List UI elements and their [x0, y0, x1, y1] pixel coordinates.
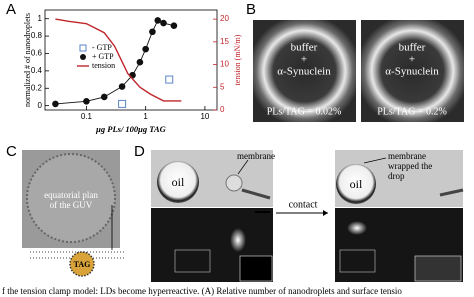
- droplet: [69, 251, 95, 277]
- y2-tick-label: 5: [220, 82, 225, 91]
- marker: [83, 98, 90, 105]
- marker: [149, 28, 156, 36]
- guv: [26, 153, 116, 243]
- marker: [165, 75, 174, 84]
- plot-frame: [44, 9, 218, 111]
- image-text: oil: [172, 175, 185, 189]
- caption: f the tension clamp model: LDs become hy…: [2, 286, 402, 296]
- series-line: [55, 18, 182, 102]
- chart: normalized # of nanodroplets tension (mN…: [23, 9, 242, 134]
- y-tick-label: 0: [38, 101, 43, 110]
- marker: [136, 58, 144, 66]
- y-tick-label: 0.8: [31, 31, 43, 40]
- image-text: oil: [350, 177, 363, 191]
- y-tick-label: 0.4: [31, 66, 43, 75]
- panel-label: D: [134, 143, 145, 160]
- inset: [414, 255, 462, 282]
- image-text: +: [301, 54, 307, 66]
- oil-drop: [157, 161, 199, 203]
- marker: [129, 71, 136, 79]
- image-text: equatorial plan: [44, 190, 98, 200]
- image-text: buffer: [399, 42, 426, 54]
- arrow-label: contact: [289, 199, 318, 210]
- marker: [100, 93, 108, 101]
- y2-tick-label: 20: [220, 14, 229, 23]
- panel-d: oil membrane oil membrane wrapped the dr…: [151, 150, 464, 282]
- legend-label: - GTP: [92, 43, 112, 52]
- marker: [52, 100, 59, 108]
- marker: [160, 19, 167, 27]
- droplet-label: TAG: [74, 260, 91, 269]
- y-tick-label: 1: [38, 14, 43, 23]
- marker: [170, 22, 178, 29]
- marker: [142, 45, 149, 53]
- image-text: α-Synuclein: [277, 66, 331, 78]
- y2-tick-label: 0: [220, 105, 225, 114]
- panel-label: A: [6, 1, 16, 18]
- x-tick-label: 1: [143, 112, 148, 121]
- image-text: α-Synuclein: [385, 66, 439, 78]
- y-tick-label: 0.2: [31, 83, 43, 92]
- membrane: [225, 174, 243, 192]
- inset-box: [174, 249, 211, 273]
- panel-c: equatorial plan of the GUV TAG: [22, 150, 125, 277]
- inset-box: [339, 249, 376, 273]
- x-tick-label: 10: [200, 112, 209, 121]
- panel-label: B: [246, 1, 256, 18]
- pointer: [237, 159, 249, 175]
- legend-swatch: [80, 54, 86, 60]
- panel-b: buffer + α-Synuclein PLs/TAG = 0.02% buf…: [253, 20, 464, 122]
- image-text: PLs/TAG = 0.2%: [377, 106, 447, 117]
- arrow-head: [323, 210, 328, 216]
- oil-drop: [336, 164, 376, 204]
- image-text: membrane: [237, 151, 275, 161]
- y-axis-label: normalized # of nanodroplets: [23, 13, 32, 107]
- legend-swatch: [79, 44, 87, 52]
- y2-tick-label: 15: [220, 37, 229, 46]
- image-text: of the GUV: [50, 200, 93, 210]
- marker: [118, 99, 127, 108]
- image-text: membrane: [388, 151, 426, 161]
- legend-label: tension: [92, 61, 115, 70]
- x-tick-label: 0.1: [81, 112, 93, 121]
- y2-axis-label: tension (mN/m): [233, 34, 242, 85]
- x-axis-label: μg PLs/ 100μg TAG: [95, 124, 167, 134]
- fluorescence-signal: [230, 228, 246, 252]
- marker: [154, 17, 162, 24]
- panel-label: C: [6, 143, 17, 160]
- y-tick-label: 0.6: [31, 49, 43, 58]
- legend-label: + GTP: [92, 52, 114, 61]
- bilayer: [30, 251, 125, 259]
- image-text: PLs/TAG = 0.02%: [267, 106, 342, 117]
- marker: [118, 83, 126, 90]
- inset: [239, 255, 273, 282]
- image-text: wrapped the: [388, 161, 432, 171]
- image-text: buffer: [291, 42, 318, 54]
- micrograph: [361, 20, 464, 122]
- image-text: drop: [388, 171, 405, 181]
- pipette: [241, 188, 271, 200]
- pipette: [439, 188, 464, 197]
- y2-tick-label: 10: [220, 60, 229, 69]
- micrograph: [253, 20, 356, 122]
- pointer: [363, 157, 387, 164]
- image-text: +: [409, 54, 415, 66]
- fluorescence-signal: [347, 221, 367, 235]
